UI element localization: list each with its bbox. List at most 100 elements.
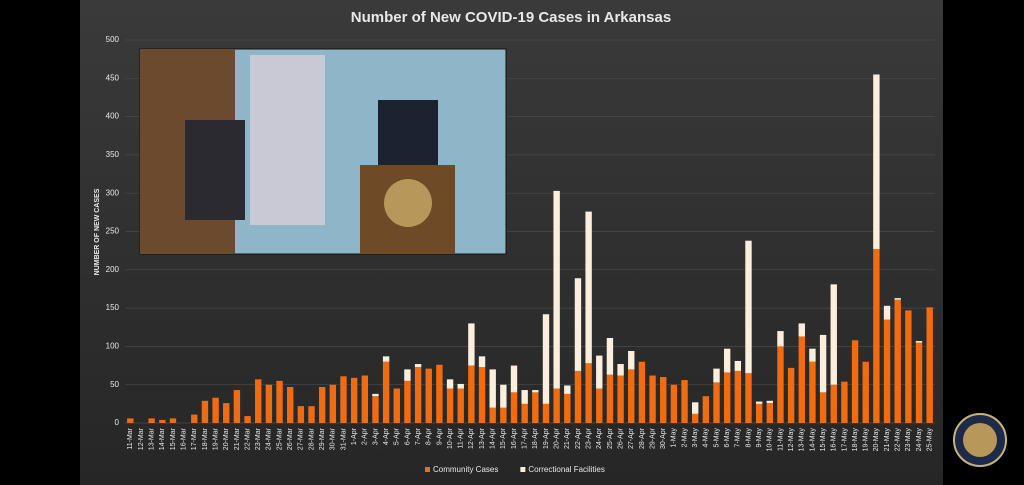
- x-tick-label: 31-Mar: [340, 427, 347, 450]
- x-tick-label: 22-May: [895, 428, 902, 452]
- x-tick-label: 19-Apr: [543, 427, 550, 449]
- bar-segment: [457, 388, 464, 423]
- bar-segment: [521, 390, 528, 404]
- x-tick-label: 7-Apr: [415, 427, 422, 445]
- bar-segment: [276, 380, 283, 423]
- bar-segment: [425, 368, 432, 423]
- bar-segment: [819, 392, 827, 423]
- bar-segment: [532, 392, 539, 423]
- bar-segment: [521, 403, 528, 423]
- plot: 0 50 100 150 200 250 300 350 400 450 500 11-Mar 12-M…: [106, 35, 935, 451]
- x-tick-label: 13-Apr: [479, 427, 486, 449]
- y-tick-label: 350: [106, 150, 120, 159]
- bar-segment: [532, 390, 539, 393]
- x-tick-label: 3-May: [692, 428, 699, 448]
- bar-segment: [446, 379, 454, 389]
- bar-segment: [169, 418, 177, 423]
- x-tick-label: 22-Apr: [575, 427, 582, 449]
- y-tick-label: 50: [110, 380, 119, 389]
- bar-segment: [350, 377, 358, 423]
- x-tick-label: 13-May: [799, 428, 806, 452]
- bar-segment: [628, 369, 635, 423]
- y-tick-label: 250: [106, 227, 120, 236]
- bar-segment: [510, 392, 518, 423]
- bar-segment: [510, 365, 518, 393]
- bar-segment: [862, 361, 869, 423]
- bar-segment: [905, 310, 912, 423]
- x-tick-label: 27-Mar: [298, 427, 305, 450]
- x-tick-label: 18-Mar: [202, 427, 209, 450]
- chart-title: Number of New COVID-19 Cases in Arkansas: [351, 9, 671, 26]
- x-tick-label: 1-Apr: [351, 427, 358, 445]
- x-tick-label: 29-Mar: [319, 427, 326, 450]
- bar-segment: [809, 348, 816, 362]
- bar-segment: [617, 364, 624, 376]
- bar-segment: [223, 403, 230, 423]
- bar-segment: [393, 388, 400, 423]
- bar-segment: [628, 350, 635, 370]
- x-tick-label: 20-May: [873, 428, 880, 452]
- x-tick-label: 4-May: [703, 428, 710, 448]
- bar-segment: [734, 360, 742, 371]
- bar-segment: [127, 418, 134, 423]
- bar-segment: [404, 369, 411, 381]
- bar-segment: [308, 406, 315, 423]
- bar-segment: [692, 402, 699, 414]
- x-tick-label: 11-May: [777, 428, 784, 451]
- x-tick-label: 23-Mar: [255, 427, 262, 450]
- x-tick-label: 20-Apr: [553, 427, 560, 449]
- bar-segment: [287, 386, 294, 423]
- x-tick-label: 16-Mar: [180, 427, 187, 450]
- bar-segment: [734, 370, 742, 423]
- legend-label: Community Cases: [433, 465, 498, 474]
- x-tick-label: 14-May: [809, 428, 816, 452]
- seal: [953, 413, 1007, 467]
- bar-segment: [297, 406, 305, 423]
- x-tick-label: 27-Apr: [628, 427, 635, 449]
- bar-segment: [542, 314, 550, 404]
- bar-segment: [883, 305, 891, 320]
- bar-segment: [585, 211, 592, 364]
- x-tick-label: 3-Apr: [372, 427, 379, 445]
- bar-segment: [830, 284, 837, 385]
- x-tick-label: 7-May: [735, 428, 742, 448]
- legend-swatch: [520, 467, 526, 472]
- x-tick-label: 16-Apr: [511, 427, 518, 449]
- y-tick-label: 500: [106, 35, 120, 44]
- bar-segment: [755, 403, 763, 423]
- bar-segment: [798, 323, 805, 337]
- bar-segment: [596, 355, 603, 389]
- x-tick-label: 10-May: [767, 428, 774, 452]
- bar-segment: [265, 384, 273, 423]
- y-axis-label: NUMBER OF NEW CASES: [94, 188, 101, 275]
- x-tick-label: 17-Mar: [191, 427, 198, 450]
- bar-segment: [819, 334, 827, 393]
- x-tick-label: 21-Mar: [234, 427, 241, 450]
- bar-segment: [606, 374, 614, 423]
- x-tick-label: 20-Mar: [223, 427, 230, 450]
- bar-segment: [574, 278, 582, 371]
- y-tick-label: 200: [106, 265, 120, 274]
- bar-segment: [585, 363, 592, 423]
- x-tick-label: 2-Apr: [362, 427, 369, 445]
- x-tick-label: 24-Apr: [596, 427, 603, 449]
- bar-segment: [766, 400, 773, 404]
- bar-segment: [148, 418, 155, 423]
- bar-segment: [830, 384, 837, 423]
- bar-segment: [191, 414, 198, 423]
- video-inset: [139, 48, 507, 255]
- bar-segment: [755, 401, 763, 404]
- bar-segment: [361, 375, 368, 423]
- bar-segment: [255, 379, 262, 423]
- bar-segment: [606, 337, 614, 375]
- bar-segment: [777, 331, 784, 347]
- bar-segment: [873, 249, 880, 423]
- bar-segment: [372, 393, 379, 397]
- bar-segment: [660, 377, 667, 423]
- x-tick-label: 26-Apr: [617, 427, 624, 449]
- x-tick-label: 12-Mar: [138, 427, 145, 450]
- x-tick-label: 15-Mar: [170, 427, 177, 450]
- x-tick-label: 25-May: [927, 428, 934, 452]
- bar-segment: [318, 386, 326, 423]
